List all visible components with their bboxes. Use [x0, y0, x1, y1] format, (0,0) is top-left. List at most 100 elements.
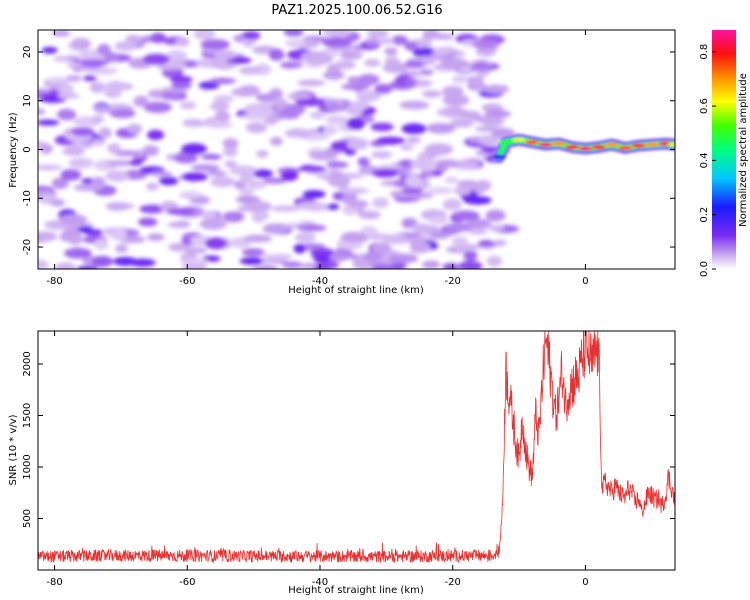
noise-blob	[107, 143, 121, 154]
noise-blob	[313, 264, 331, 269]
noise-blob	[204, 121, 233, 129]
x-tick-label: -80	[46, 577, 62, 588]
noise-blob-group	[38, 30, 520, 269]
noise-blob	[174, 37, 190, 47]
colorbar-gradient	[712, 30, 736, 269]
noise-blob	[54, 262, 76, 269]
noise-blob	[60, 169, 82, 181]
noise-blob	[206, 170, 227, 177]
noise-blob	[356, 89, 381, 102]
colorbar-tick-label: 0.8	[699, 44, 710, 60]
noise-blob	[432, 33, 455, 40]
noise-blob	[109, 108, 136, 119]
noise-blob	[105, 202, 130, 211]
x-tick-label: -40	[312, 577, 328, 588]
snr-ticks: -80 -60 -40 -20 0 500 1000 1500 2000	[22, 331, 675, 588]
ridge-peak	[605, 142, 619, 147]
noise-blob	[46, 77, 70, 84]
noise-blob	[442, 198, 462, 211]
noise-blob	[401, 187, 423, 194]
noise-blob	[468, 77, 484, 88]
noise-blob	[168, 242, 190, 252]
noise-blob	[273, 99, 288, 110]
noise-blob	[73, 183, 104, 192]
y-tick-label: 2000	[22, 351, 33, 376]
noise-blob	[238, 66, 263, 75]
noise-blob	[256, 150, 269, 158]
noise-blob	[334, 60, 356, 70]
noise-blob	[471, 39, 500, 50]
noise-blob	[440, 58, 470, 70]
noise-blob	[200, 153, 223, 160]
noise-blob	[363, 251, 383, 262]
noise-blob	[322, 30, 352, 38]
colorbar-tick-label: 0.0	[699, 261, 710, 277]
snr-line-layer	[38, 331, 675, 564]
noise-blob	[404, 60, 426, 69]
noise-blob	[288, 103, 306, 115]
noise-blob	[475, 47, 496, 57]
noise-blob	[89, 81, 106, 94]
noise-blob	[271, 205, 301, 212]
noise-blob	[133, 95, 149, 107]
noise-blob	[64, 226, 81, 236]
ridge-peak	[631, 143, 646, 148]
noise-blob	[38, 108, 46, 115]
noise-blob	[384, 47, 398, 56]
noise-blob	[210, 101, 230, 111]
noise-blob	[150, 171, 173, 178]
noise-blob	[252, 265, 279, 269]
ridge-peak	[538, 142, 553, 147]
noise-blob	[404, 41, 418, 51]
noise-blob	[83, 75, 97, 82]
noise-blob	[79, 59, 109, 67]
noise-blob	[372, 197, 389, 209]
noise-blob	[150, 32, 167, 44]
spectrogram-ylabel: Frequency (Hz)	[8, 112, 19, 188]
noise-blob	[210, 176, 236, 188]
noise-blob	[209, 77, 237, 85]
noise-blob	[327, 175, 351, 188]
noise-blob	[90, 115, 105, 123]
noise-blob	[364, 58, 381, 67]
noise-blob	[125, 34, 142, 44]
noise-blob	[339, 50, 363, 60]
noise-blob	[38, 164, 63, 171]
noise-blob	[38, 231, 51, 243]
noise-blob	[71, 37, 91, 50]
noise-blob	[110, 228, 128, 241]
noise-blob	[346, 139, 369, 150]
noise-blob	[128, 159, 143, 166]
noise-blob	[91, 255, 114, 268]
x-tick-label: 0	[582, 577, 588, 588]
colorbar-tick-label: 0.2	[699, 207, 710, 223]
noise-blob	[371, 150, 393, 159]
noise-blob	[371, 242, 392, 254]
ridge-peak	[525, 140, 540, 145]
noise-blob	[51, 30, 71, 37]
noise-blob	[302, 190, 326, 199]
noise-blob	[391, 35, 408, 46]
noise-blob	[477, 239, 495, 248]
noise-blob	[38, 259, 49, 269]
chart-title: PAZ1.2025.100.06.52.G16	[271, 3, 442, 18]
y-tick-label: 1500	[22, 403, 33, 428]
noise-blob	[451, 75, 469, 84]
noise-blob	[200, 39, 231, 50]
noise-blob	[473, 61, 490, 72]
noise-blob	[50, 198, 65, 207]
ridge-peak	[618, 145, 633, 151]
noise-blob	[433, 46, 455, 56]
noise-blob	[113, 150, 141, 157]
noise-blob	[428, 216, 449, 225]
snr-series-line	[38, 331, 675, 564]
noise-blob	[421, 171, 434, 178]
noise-blob	[474, 125, 505, 132]
noise-blob	[477, 134, 500, 146]
noise-blob	[139, 204, 166, 214]
noise-blob	[468, 228, 488, 235]
noise-blob	[41, 46, 58, 54]
noise-blob	[238, 187, 255, 195]
noise-blob	[456, 180, 480, 188]
